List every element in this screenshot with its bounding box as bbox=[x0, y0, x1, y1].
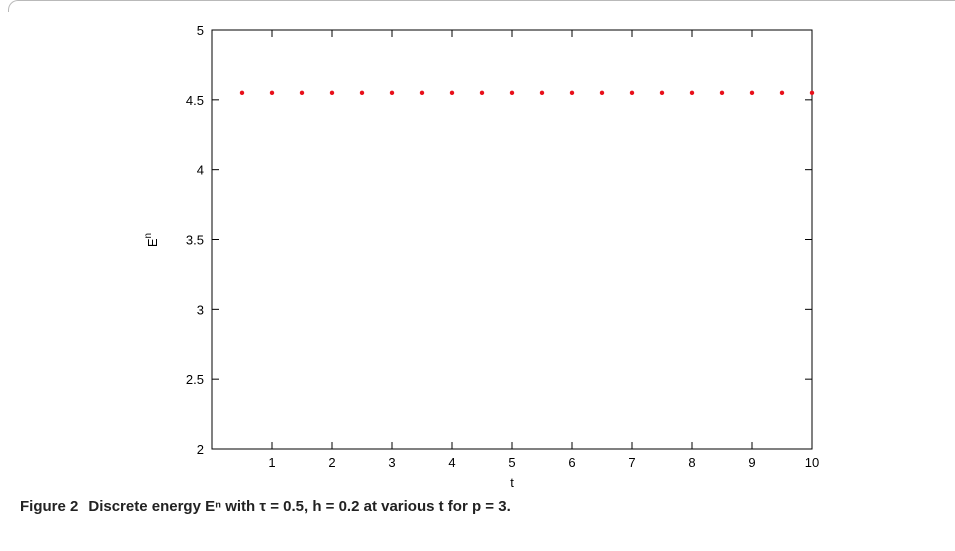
data-point bbox=[239, 90, 245, 96]
y-tick-label: 4.5 bbox=[186, 93, 204, 108]
x-tick-label: 2 bbox=[328, 455, 335, 470]
y-tick-label: 2 bbox=[197, 442, 204, 457]
x-tick-label: 8 bbox=[688, 455, 695, 470]
data-point bbox=[749, 90, 755, 96]
x-tick-label: 3 bbox=[388, 455, 395, 470]
x-tick-label: 10 bbox=[805, 455, 819, 470]
y-tick-label: 2.5 bbox=[186, 372, 204, 387]
data-point bbox=[689, 90, 695, 96]
figure-caption: Figure 2 Discrete energy Eⁿ with τ = 0.5,… bbox=[20, 498, 940, 515]
data-point bbox=[719, 90, 725, 96]
data-point bbox=[659, 90, 665, 96]
data-point bbox=[419, 90, 425, 96]
x-axis-label: t bbox=[510, 475, 514, 490]
y-axis-label-sup: n bbox=[143, 233, 154, 239]
caption-text: Discrete energy Eⁿ with τ = 0.5, h = 0.2… bbox=[88, 498, 511, 515]
figure-frame-top bbox=[8, 0, 955, 12]
data-point bbox=[809, 90, 815, 96]
data-points bbox=[239, 90, 815, 96]
y-tick-label: 3 bbox=[197, 302, 204, 317]
x-tick-label: 6 bbox=[568, 455, 575, 470]
data-point bbox=[599, 90, 605, 96]
y-axis-label: En bbox=[143, 233, 160, 247]
data-point bbox=[539, 90, 545, 96]
figure-label: Figure 2 bbox=[20, 498, 79, 515]
data-point bbox=[779, 90, 785, 96]
svg-text:En: En bbox=[143, 233, 160, 247]
x-tick-label: 9 bbox=[748, 455, 755, 470]
data-point bbox=[449, 90, 455, 96]
x-tick-label: 1 bbox=[268, 455, 275, 470]
data-point bbox=[269, 90, 275, 96]
data-point bbox=[389, 90, 395, 96]
y-tick-label: 3.5 bbox=[186, 233, 204, 248]
y-tick-label: 4 bbox=[197, 163, 204, 178]
y-axis-ticks: 2 2.5 3 3.5 4 4.5 5 bbox=[186, 23, 812, 457]
data-point bbox=[629, 90, 635, 96]
x-tick-label: 5 bbox=[508, 455, 515, 470]
data-point bbox=[359, 90, 365, 96]
x-tick-label: 4 bbox=[448, 455, 455, 470]
y-tick-label: 5 bbox=[197, 23, 204, 38]
x-axis-ticks: 1 2 3 4 5 6 7 8 9 10 bbox=[268, 30, 819, 470]
data-point bbox=[569, 90, 575, 96]
x-tick-label: 7 bbox=[628, 455, 635, 470]
y-axis-label-base: E bbox=[145, 238, 160, 247]
data-point bbox=[299, 90, 305, 96]
data-point bbox=[509, 90, 515, 96]
data-point bbox=[479, 90, 485, 96]
data-point bbox=[329, 90, 335, 96]
